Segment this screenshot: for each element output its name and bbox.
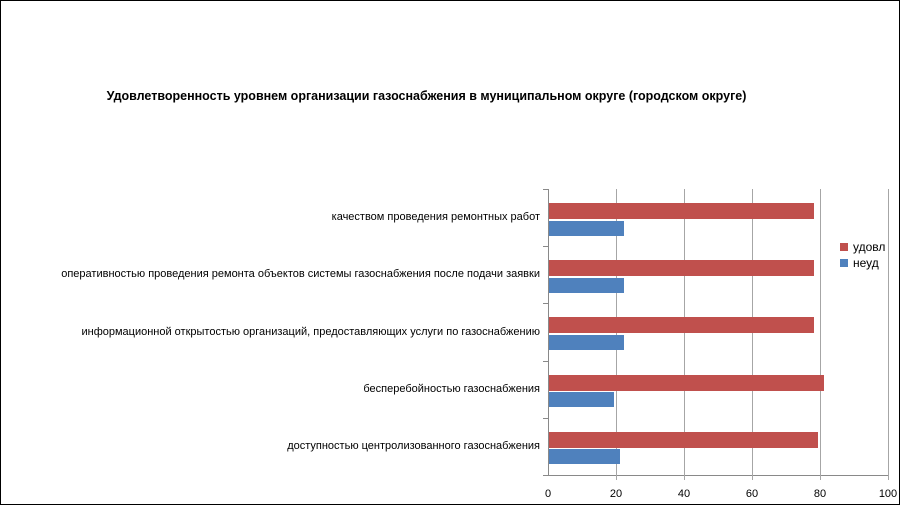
category-label: качеством проведения ремонтных работ — [331, 211, 540, 223]
x-tick-label: 40 — [677, 488, 691, 500]
bar-удовл — [549, 260, 815, 277]
category-label: оперативностью проведения ремонта объект… — [61, 268, 540, 280]
category-label: информационной открытостью организаций, … — [81, 326, 540, 338]
legend-swatch-icon — [840, 243, 848, 251]
category-label: доступностью центролизованного газоснабж… — [287, 440, 540, 452]
category-tick — [543, 246, 549, 247]
bar-удовл — [549, 317, 815, 334]
bar-неуд — [549, 220, 624, 236]
bar-удовл — [549, 374, 825, 391]
category-tick — [543, 418, 549, 419]
bar-неуд — [549, 449, 621, 465]
legend-item: неуд — [840, 255, 885, 271]
x-tick-label: 20 — [609, 488, 623, 500]
legend: удовл неуд — [840, 239, 885, 271]
gridline — [888, 189, 889, 480]
x-tick-label: 0 — [544, 488, 552, 500]
gridline — [820, 189, 821, 480]
legend-item: удовл — [840, 239, 885, 255]
category-tick — [543, 361, 549, 362]
category-tick — [543, 475, 549, 476]
x-tick-label: 100 — [878, 488, 898, 500]
bar-неуд — [549, 277, 624, 293]
category-label: бесперебойностью газоснабжения — [363, 383, 540, 395]
legend-label: неуд — [853, 256, 879, 270]
x-tick-label: 80 — [813, 488, 827, 500]
gridline — [752, 189, 753, 480]
bar-удовл — [549, 431, 818, 448]
gridline — [684, 189, 685, 480]
category-tick — [543, 189, 549, 190]
x-tick-label: 60 — [745, 488, 759, 500]
category-tick — [543, 303, 549, 304]
bar-неуд — [549, 392, 614, 408]
gridline — [616, 189, 617, 480]
bar-неуд — [549, 334, 624, 350]
legend-swatch-icon — [840, 259, 848, 267]
bar-удовл — [549, 203, 815, 219]
legend-label: удовл — [853, 240, 886, 254]
chart-title: Удовлетворенность уровнем организации га… — [106, 89, 747, 103]
plot-area — [543, 189, 889, 480]
